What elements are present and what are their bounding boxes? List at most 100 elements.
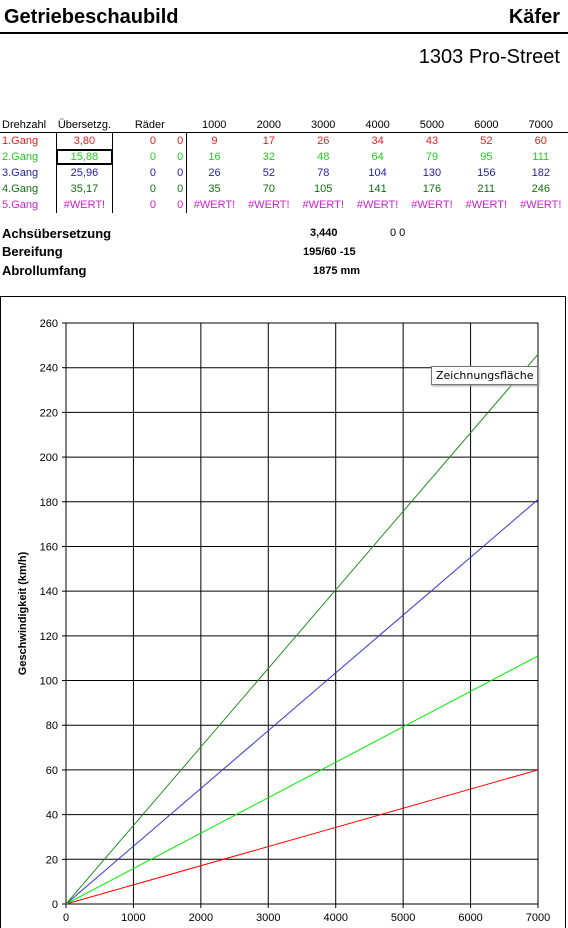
speed-cell: 64 (371, 151, 384, 163)
speed-cell: 211 (477, 183, 496, 195)
raeder-cell: 0 (156, 197, 188, 213)
ratio-cell[interactable]: #WERT! (55, 197, 114, 213)
y-axis-label: Geschwindigkeit (km/h) (17, 551, 29, 675)
gear-row: 3.Gang 25,96 0 0 26 52 78 104 130 156 182 (0, 165, 568, 181)
y-tick-label: 240 (40, 363, 58, 375)
chart-area[interactable] (0, 296, 566, 928)
y-tick-label: 80 (46, 720, 58, 732)
y-tick-label: 160 (40, 541, 58, 553)
raeder-cell: 0 (149, 151, 157, 163)
series-line-gear-1 (65, 769, 539, 905)
abroll-value: 1875 mm (313, 265, 361, 277)
header-drehzahl: Drehzahl (2, 119, 47, 131)
speed-cell: 32 (262, 151, 275, 163)
raeder-cell: 0 (149, 167, 157, 179)
speed-cell: #WERT! (465, 199, 507, 211)
speed-cell: 9 (186, 132, 242, 149)
y-tick-label: 0 (52, 899, 58, 911)
gear-row: 2.Gang 15,88 0 0 16 32 48 64 79 95 111 (0, 149, 568, 165)
y-tick-label: 60 (46, 765, 58, 777)
ratio-cell[interactable]: 15,88 (55, 149, 114, 165)
x-tick-label: 3000 (256, 912, 280, 924)
y-tick-label: 220 (40, 407, 58, 419)
header-raeder: Räder (134, 119, 165, 131)
header-rpm: 6000 (474, 119, 499, 131)
x-tick-label: 1000 (121, 912, 145, 924)
speed-cell: #WERT! (302, 199, 344, 211)
series-line-gear-2 (65, 655, 539, 905)
speed-cell: 156 (477, 167, 496, 179)
bereifung-label: Bereifung (2, 244, 63, 259)
speed-cell: #WERT! (193, 199, 236, 211)
gear-row: 1.Gang 3,80 0 0 9 17 26 34 43 52 60 (0, 132, 568, 149)
title-divider (0, 32, 568, 34)
speed-cell: 78 (317, 167, 330, 179)
gear-label: 5.Gang (2, 199, 39, 211)
y-tick-label: 260 (40, 318, 58, 330)
x-tick-label: 0 (63, 912, 69, 924)
abroll-label: Abrollumfang (2, 263, 87, 278)
speed-cell: 70 (262, 183, 275, 195)
speed-cell: 60 (513, 132, 568, 149)
header-rpm: 5000 (419, 119, 445, 131)
achs-extra: 0 0 (390, 227, 406, 239)
gear-label: 1.Gang (0, 132, 57, 149)
y-tick-label: 140 (40, 586, 58, 598)
speed-cell: 105 (314, 183, 333, 195)
speed-cell: #WERT! (356, 199, 399, 211)
speed-cell: 111 (532, 151, 550, 163)
header-rpm: 3000 (310, 119, 336, 131)
x-tick-label: 7000 (526, 912, 550, 924)
ratio-cell[interactable]: 35,17 (55, 181, 114, 197)
speed-chart[interactable]: 0 20 40 60 80 100 120 140 160 180 200 220 240 260 0 100… (0, 296, 568, 928)
speed-cell: 95 (480, 151, 493, 163)
vehicle-title: Käfer (508, 6, 560, 28)
vehicle-subtitle: 1303 Pro-Street (418, 46, 560, 68)
speed-cell: 52 (262, 167, 275, 179)
speed-cell: #WERT! (411, 199, 453, 211)
x-tick-label: 5000 (391, 912, 415, 924)
speed-cell: 26 (296, 132, 351, 149)
plot-area (65, 322, 539, 905)
gear-label: 3.Gang (2, 167, 39, 179)
plot-area-tooltip: Zeichnungsfläche (431, 366, 539, 385)
speed-cell: 34 (350, 132, 405, 149)
raeder-cell: 0 (156, 132, 188, 149)
speed-cell: 246 (531, 183, 550, 195)
header-rpm: 4000 (365, 119, 390, 131)
page-title: Getriebeschaubild (4, 6, 179, 28)
speed-cell: 43 (404, 132, 460, 149)
ratio-cell[interactable]: 25,96 (55, 165, 114, 181)
speed-cell: 16 (208, 151, 221, 163)
y-tick-label: 200 (40, 452, 58, 464)
ratio-cell[interactable]: 3,80 (55, 132, 114, 149)
speed-cell: 141 (368, 183, 387, 195)
speed-cell: 48 (317, 151, 330, 163)
bereifung-value: 195/60 -15 (303, 246, 356, 258)
speed-cell: 182 (531, 167, 550, 179)
y-tick-label: 40 (46, 810, 58, 822)
gear-label: 2.Gang (2, 151, 39, 163)
header-rpm: 2000 (256, 119, 282, 131)
raeder-cell: 0 (156, 181, 188, 197)
speed-cell: 52 (459, 132, 514, 149)
x-tick-label: 2000 (189, 912, 213, 924)
speed-cell: #WERT! (520, 199, 562, 211)
speed-cell: 130 (422, 167, 442, 179)
header-uebersetzung: Übersetzg. (57, 119, 112, 131)
speed-cell: 176 (422, 183, 442, 195)
y-tick-label: 100 (40, 676, 58, 688)
raeder-cell: 0 (112, 132, 157, 149)
raeder-cell: 0 (149, 199, 157, 211)
header-rpm: 7000 (528, 119, 553, 131)
raeder-cell: 0 (156, 149, 188, 165)
achs-label: Achsübersetzung (2, 226, 112, 241)
speed-cell: 79 (425, 151, 439, 163)
y-tick-label: 180 (40, 497, 58, 509)
y-tick-label: 20 (46, 854, 58, 866)
gear-table: Drehzahl Übersetzg. Räder 1000 2000 3000… (0, 119, 568, 213)
header-rpm: 1000 (201, 119, 227, 131)
gear-row: 4.Gang 35,17 0 0 35 70 105 141 176 211 246 (0, 181, 568, 197)
speed-cell: 26 (208, 167, 221, 179)
series-line-gear-4 (65, 353, 539, 905)
